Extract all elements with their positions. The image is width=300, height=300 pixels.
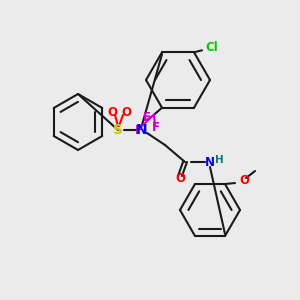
Text: O: O xyxy=(107,106,117,118)
Text: N: N xyxy=(205,155,215,169)
Text: O: O xyxy=(239,173,249,187)
Text: O: O xyxy=(121,106,131,118)
Text: F: F xyxy=(135,124,143,137)
Text: H: H xyxy=(214,155,224,165)
Text: N: N xyxy=(136,123,148,137)
Text: O: O xyxy=(175,172,185,184)
Text: Cl: Cl xyxy=(206,41,218,54)
Text: S: S xyxy=(113,123,123,137)
Text: F: F xyxy=(143,111,151,124)
Text: F: F xyxy=(152,121,160,134)
